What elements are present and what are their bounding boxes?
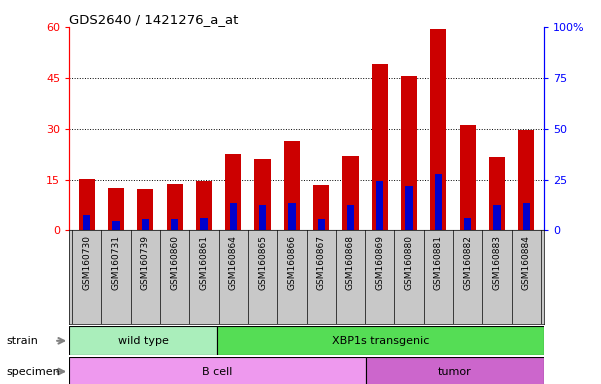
Bar [518, 130, 534, 230]
Bar [523, 203, 530, 230]
Text: tumor: tumor [438, 366, 472, 377]
Bar [317, 219, 325, 230]
Text: GSM160730: GSM160730 [82, 235, 91, 290]
Bar [137, 189, 153, 230]
Bar [112, 221, 120, 230]
Bar [430, 28, 447, 230]
Text: B cell: B cell [203, 366, 233, 377]
Text: GSM160731: GSM160731 [112, 235, 121, 290]
Bar [372, 64, 388, 230]
Bar [493, 205, 501, 230]
Text: GSM160865: GSM160865 [258, 235, 267, 290]
Bar [79, 179, 95, 230]
Text: GSM160884: GSM160884 [522, 235, 531, 290]
Text: XBP1s transgenic: XBP1s transgenic [332, 336, 429, 346]
Text: GSM160860: GSM160860 [170, 235, 179, 290]
Bar [254, 159, 270, 230]
Bar [142, 219, 149, 230]
Text: wild type: wild type [118, 336, 169, 346]
Bar [230, 203, 237, 230]
Bar [284, 141, 300, 230]
Text: GSM160739: GSM160739 [141, 235, 150, 290]
Text: GSM160883: GSM160883 [492, 235, 501, 290]
Text: GSM160868: GSM160868 [346, 235, 355, 290]
Text: GSM160867: GSM160867 [317, 235, 326, 290]
Bar [218, 326, 544, 355]
Text: GSM160866: GSM160866 [287, 235, 296, 290]
Bar [366, 357, 544, 384]
Text: GSM160861: GSM160861 [200, 235, 209, 290]
Text: GSM160882: GSM160882 [463, 235, 472, 290]
Bar [343, 156, 359, 230]
Bar [259, 205, 266, 230]
Bar [376, 180, 383, 230]
Text: GDS2640 / 1421276_a_at: GDS2640 / 1421276_a_at [69, 13, 239, 26]
Bar [288, 203, 296, 230]
Bar [83, 215, 90, 230]
Bar [196, 180, 212, 230]
Bar [406, 185, 413, 230]
Text: GSM160864: GSM160864 [229, 235, 238, 290]
Text: GSM160869: GSM160869 [375, 235, 384, 290]
Text: specimen: specimen [6, 366, 59, 377]
Bar [200, 218, 207, 230]
Bar [313, 185, 329, 230]
Bar [435, 174, 442, 230]
Bar [108, 188, 124, 230]
Text: GSM160880: GSM160880 [404, 235, 413, 290]
Bar [401, 76, 417, 230]
Bar [171, 219, 178, 230]
Bar [489, 157, 505, 230]
Text: GSM160881: GSM160881 [434, 235, 443, 290]
Bar [69, 326, 218, 355]
Bar [225, 154, 241, 230]
Bar [69, 357, 366, 384]
Bar [464, 218, 471, 230]
Bar [460, 125, 476, 230]
Text: strain: strain [6, 336, 38, 346]
Bar [166, 184, 183, 230]
Bar [347, 205, 354, 230]
